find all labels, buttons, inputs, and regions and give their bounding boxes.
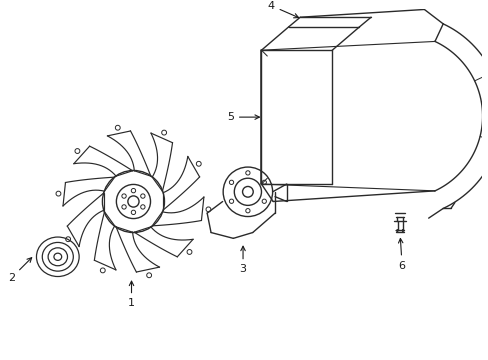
Text: 1: 1 bbox=[128, 281, 135, 308]
Text: 4: 4 bbox=[267, 1, 298, 18]
Text: 5: 5 bbox=[226, 112, 259, 122]
Text: 2: 2 bbox=[8, 258, 32, 283]
Text: 3: 3 bbox=[239, 246, 246, 274]
Text: 6: 6 bbox=[398, 238, 405, 270]
